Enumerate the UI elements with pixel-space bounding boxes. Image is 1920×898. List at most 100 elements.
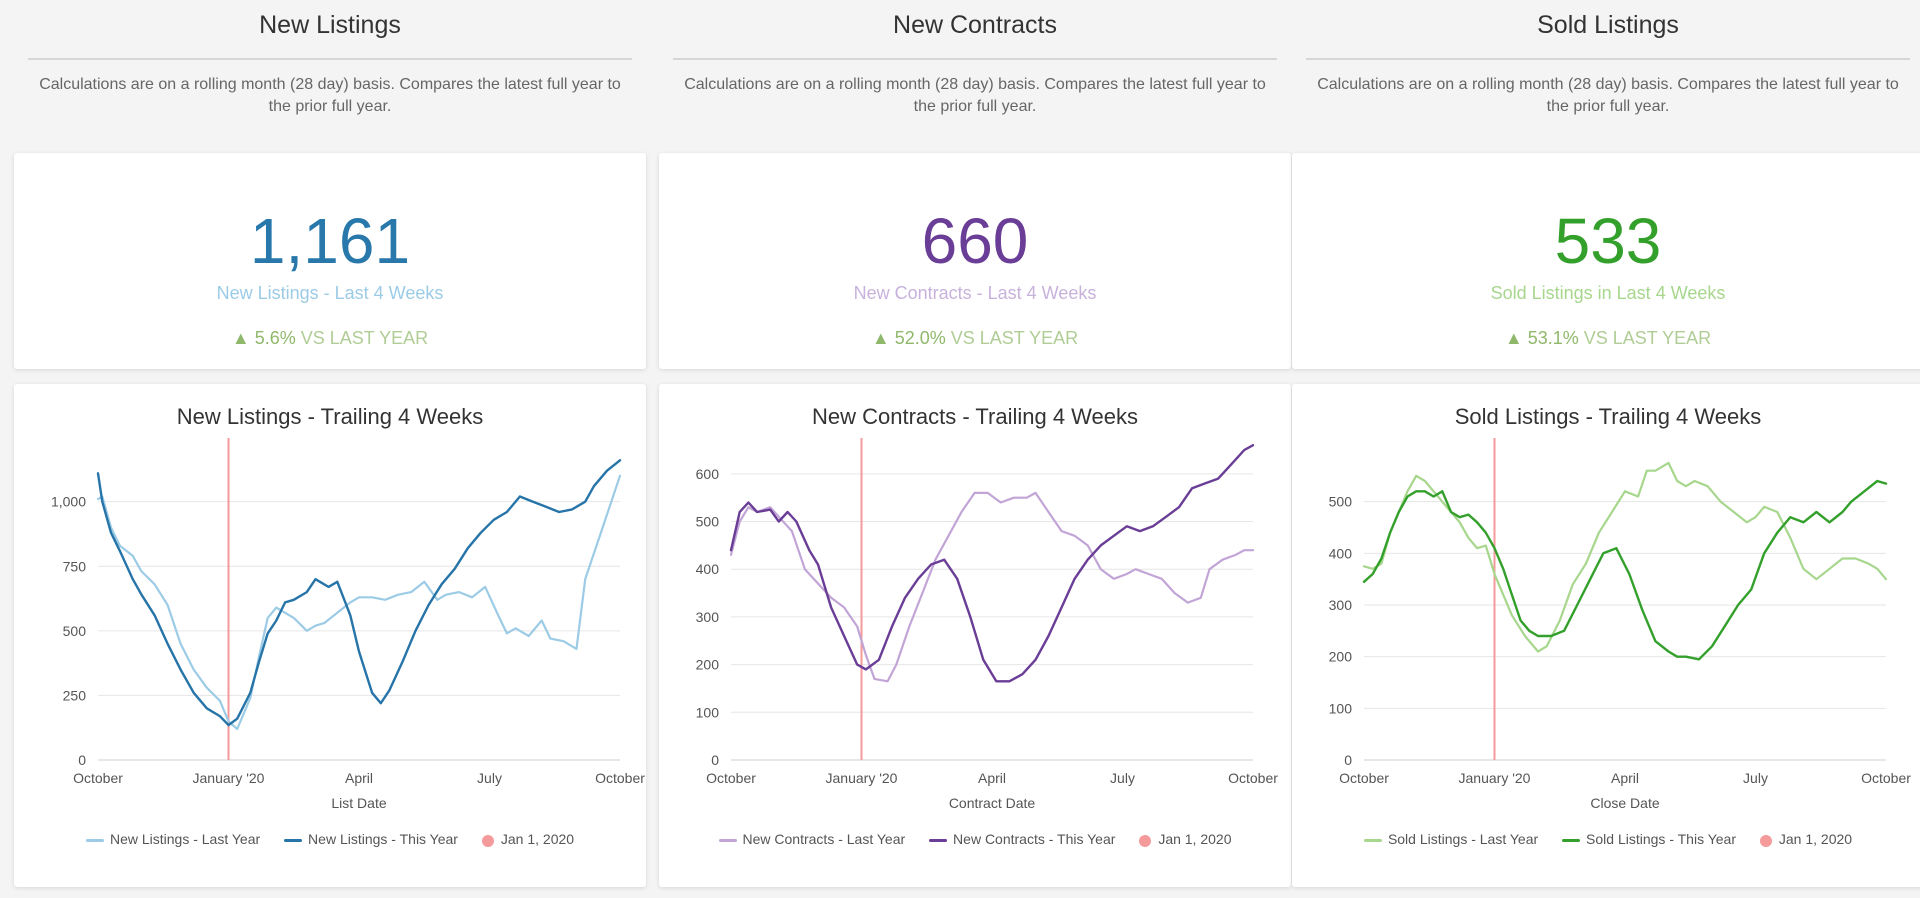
y-tick-label: 400 bbox=[1329, 545, 1353, 561]
kpi-label: Sold Listings in Last 4 Weeks bbox=[1490, 283, 1726, 303]
x-tick-label: January '20 bbox=[193, 770, 265, 786]
y-tick-label: 250 bbox=[63, 687, 87, 703]
y-tick-label: 300 bbox=[696, 609, 720, 625]
x-axis-title: List Date bbox=[331, 795, 386, 811]
divider bbox=[673, 58, 1277, 60]
y-tick-label: 0 bbox=[711, 752, 719, 768]
legend-label: Jan 1, 2020 bbox=[1158, 831, 1232, 848]
legend-swatch bbox=[85, 839, 104, 843]
legend-item-marker[interactable]: Jan 1, 2020 bbox=[1139, 831, 1231, 847]
section-title: New Listings bbox=[259, 11, 401, 39]
legend-item-last-year[interactable]: New Contracts - Last Year bbox=[718, 831, 906, 848]
y-tick-label: 500 bbox=[63, 623, 87, 639]
kpi-card bbox=[14, 153, 646, 369]
up-arrow-icon: ▲ bbox=[871, 328, 890, 348]
kpi-value: 660 bbox=[921, 205, 1029, 277]
y-tick-label: 200 bbox=[1329, 649, 1353, 665]
section-title: Sold Listings bbox=[1537, 11, 1679, 39]
x-tick-label: October bbox=[1228, 770, 1278, 786]
y-tick-label: 100 bbox=[696, 704, 720, 720]
x-tick-label: April bbox=[978, 770, 1006, 786]
y-tick-label: 1,000 bbox=[51, 494, 86, 510]
line-chart: 0 100 200 300 400 500 October January '20 April J… bbox=[1329, 438, 1911, 811]
legend-swatch bbox=[1562, 839, 1581, 843]
legend-item-this-year[interactable]: New Contracts - This Year bbox=[929, 831, 1115, 847]
section-title: New Contracts bbox=[893, 11, 1057, 39]
section-description: Calculations are on a rolling month (28 … bbox=[1317, 76, 1899, 115]
chart-title: New Listings - Trailing 4 Weeks bbox=[176, 404, 484, 429]
kpi-change-value: 5.6% bbox=[254, 328, 296, 348]
legend-item-last-year[interactable]: New Listings - Last Year bbox=[85, 831, 261, 848]
x-axis-title: Contract Date bbox=[949, 795, 1036, 811]
legend-dot bbox=[1759, 834, 1772, 847]
x-tick-label: October bbox=[706, 770, 756, 786]
y-tick-label: 0 bbox=[78, 752, 86, 768]
divider bbox=[1306, 58, 1910, 60]
series-line-this-year bbox=[96, 459, 622, 727]
legend-item-this-year[interactable]: New Listings - This Year bbox=[284, 831, 458, 847]
chart-legend: New Listings - Last Year New Listings - … bbox=[14, 830, 646, 847]
x-tick-label: October bbox=[595, 770, 645, 786]
x-tick-label: April bbox=[1611, 770, 1639, 786]
kpi-value: 533 bbox=[1554, 205, 1662, 277]
x-tick-label: July bbox=[477, 770, 502, 786]
x-tick-label: July bbox=[1110, 770, 1135, 786]
kpi-label: New Listings - Last 4 Weeks bbox=[216, 283, 444, 303]
chart-title: New Contracts - Trailing 4 Weeks bbox=[811, 404, 1139, 429]
kpi-card bbox=[1292, 153, 1920, 369]
y-tick-label: 500 bbox=[1329, 494, 1353, 510]
legend-swatch bbox=[929, 839, 948, 843]
kpi-label: New Contracts - Last 4 Weeks bbox=[853, 283, 1097, 303]
kpi-change-suffix: VS LAST YEAR bbox=[300, 328, 429, 348]
section-description: Calculations are on a rolling month (28 … bbox=[684, 76, 1266, 115]
x-axis-title: Close Date bbox=[1590, 795, 1659, 811]
legend-item-last-year[interactable]: Sold Listings - Last Year bbox=[1363, 831, 1539, 848]
legend-swatch bbox=[1363, 839, 1382, 843]
kpi-change-value: 53.1% bbox=[1527, 328, 1579, 348]
x-tick-label: October bbox=[1339, 770, 1389, 786]
kpi-change: ▲ 53.1% VS LAST YEAR bbox=[1292, 326, 1920, 350]
legend-label: Jan 1, 2020 bbox=[1778, 831, 1853, 848]
line-chart: 0 250 500 750 1,000 October January '20 April Ju… bbox=[51, 438, 645, 811]
legend-dot bbox=[481, 834, 494, 847]
chart-card bbox=[1292, 384, 1920, 887]
y-tick-label: 300 bbox=[1329, 597, 1353, 613]
x-tick-label: July bbox=[1743, 770, 1768, 786]
legend-label: Sold Listings - Last Year bbox=[1387, 831, 1539, 848]
series-line-last-year bbox=[729, 491, 1255, 683]
x-tick-label: October bbox=[73, 770, 123, 786]
series-line-last-year bbox=[1362, 461, 1888, 653]
legend-item-marker[interactable]: Jan 1, 2020 bbox=[1759, 831, 1853, 848]
chart-card bbox=[14, 384, 646, 887]
y-tick-label: 750 bbox=[63, 558, 87, 574]
y-tick-label: 600 bbox=[696, 466, 720, 482]
chart-title: Sold Listings - Trailing 4 Weeks bbox=[1454, 404, 1762, 429]
x-tick-label: January '20 bbox=[826, 770, 898, 786]
legend-item-this-year[interactable]: Sold Listings - This Year bbox=[1562, 831, 1736, 847]
up-arrow-icon: ▲ bbox=[1504, 328, 1523, 348]
legend-item-marker[interactable]: Jan 1, 2020 bbox=[481, 831, 575, 848]
x-tick-label: January '20 bbox=[1459, 770, 1531, 786]
y-tick-label: 100 bbox=[1329, 700, 1353, 716]
line-chart: 0 100 200 300 400 500 600 October January '20 Apr… bbox=[696, 438, 1278, 811]
kpi-card bbox=[659, 153, 1291, 369]
legend-label: New Contracts - Last Year bbox=[742, 831, 906, 848]
legend-label: New Listings - This Year bbox=[308, 831, 458, 848]
series-line-last-year bbox=[96, 474, 622, 731]
x-tick-label: April bbox=[345, 770, 373, 786]
legend-label: Jan 1, 2020 bbox=[500, 831, 575, 848]
legend-dot bbox=[1139, 834, 1152, 847]
kpi-value: 1,161 bbox=[249, 205, 411, 277]
chart-legend: Sold Listings - Last Year Sold Listings … bbox=[1292, 830, 1920, 847]
legend-label: New Listings - Last Year bbox=[109, 831, 261, 848]
up-arrow-icon: ▲ bbox=[231, 328, 250, 348]
legend-swatch bbox=[718, 839, 737, 843]
divider bbox=[28, 58, 632, 60]
y-tick-label: 0 bbox=[1344, 752, 1352, 768]
legend-swatch bbox=[284, 839, 303, 843]
kpi-change: ▲ 5.6% VS LAST YEAR bbox=[14, 326, 646, 350]
x-tick-label: October bbox=[1861, 770, 1911, 786]
legend-label: Sold Listings - This Year bbox=[1586, 831, 1736, 848]
kpi-change-suffix: VS LAST YEAR bbox=[950, 328, 1079, 348]
kpi-change-suffix: VS LAST YEAR bbox=[1583, 328, 1712, 348]
